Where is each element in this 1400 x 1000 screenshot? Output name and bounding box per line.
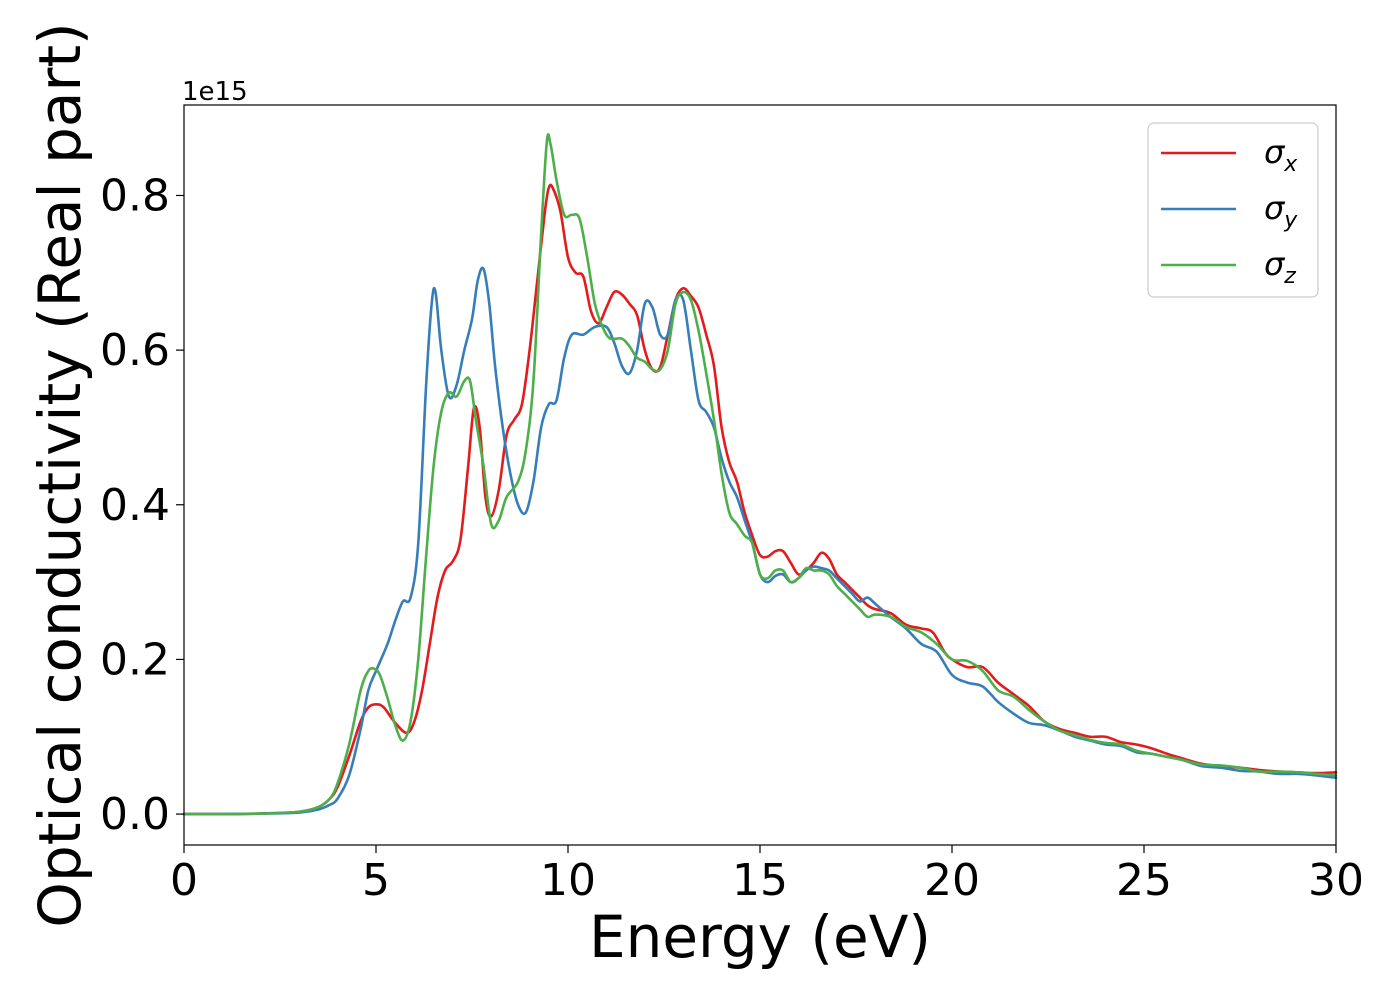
x-tick-label: 10 (540, 855, 596, 906)
x-tick-label: 25 (1116, 855, 1172, 906)
series-line-y (182, 266, 1338, 816)
y-offset-label: 1e15 (182, 77, 248, 107)
y-tick-label: 0.0 (100, 789, 170, 840)
x-tick-label: 15 (732, 855, 788, 906)
x-tick-label: 5 (362, 855, 390, 906)
legend: σx σy σz (1147, 122, 1319, 298)
y-axis: 0.0 0.2 0.4 0.6 0.8 (100, 170, 184, 840)
legend-label-y: σy (1264, 189, 1298, 233)
legend-label-x: σx (1264, 133, 1298, 177)
x-tick-label: 0 (170, 855, 198, 906)
x-tick-label: 20 (924, 855, 980, 906)
y-tick-label: 0.2 (100, 634, 170, 685)
x-axis-title: Energy (eV) (589, 903, 931, 971)
plot-area-background (184, 105, 1336, 845)
y-tick-label: 0.8 (100, 170, 170, 221)
y-axis-title: Optical conductivity (Real part) (26, 22, 94, 927)
legend-label-z: σz (1264, 245, 1296, 289)
series-layer (182, 133, 1338, 816)
x-axis: 0 5 10 15 20 25 30 (170, 845, 1364, 906)
y-tick-label: 0.4 (100, 480, 170, 531)
y-tick-label: 0.6 (100, 325, 170, 376)
series-line-x (182, 183, 1338, 816)
x-tick-label: 30 (1308, 855, 1364, 906)
series-line-z (182, 133, 1338, 816)
